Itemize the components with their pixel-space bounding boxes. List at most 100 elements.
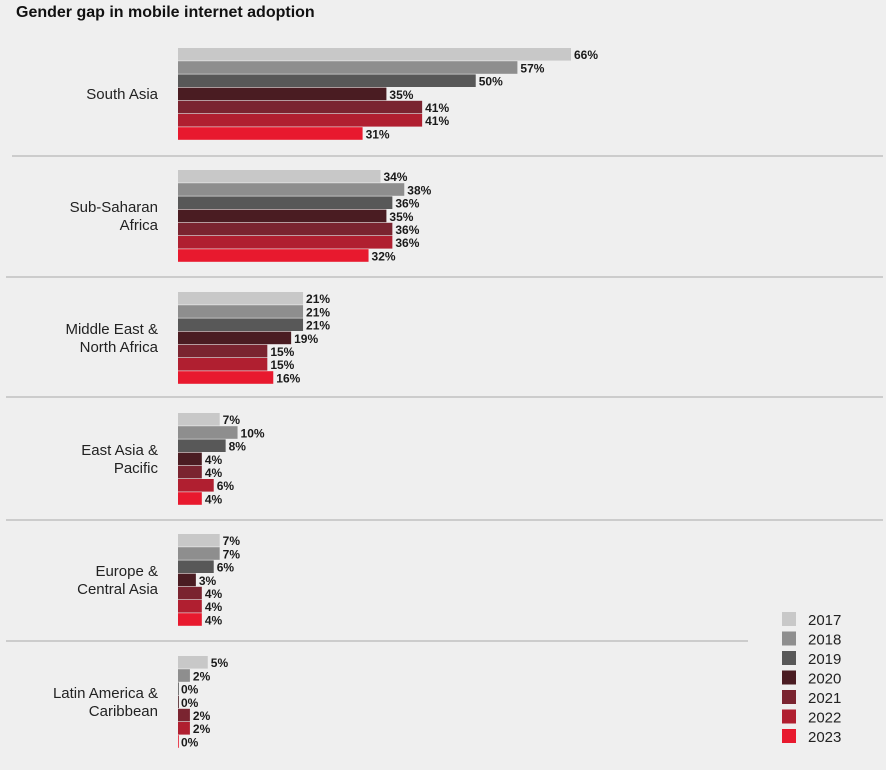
value-label: 35% <box>389 210 413 224</box>
legend-label: 2022 <box>808 710 841 727</box>
legend-swatch <box>782 690 796 704</box>
region-label: East Asia & <box>81 442 158 459</box>
value-label: 4% <box>205 587 223 601</box>
value-label: 2% <box>193 669 211 683</box>
bar <box>178 344 268 358</box>
value-label: 0% <box>181 735 199 749</box>
value-label: 35% <box>389 88 413 102</box>
value-label: 36% <box>395 197 419 211</box>
value-label: 66% <box>574 48 598 62</box>
value-label: 5% <box>211 656 229 670</box>
value-label: 7% <box>223 534 241 548</box>
value-label: 0% <box>181 683 199 697</box>
bar <box>178 656 208 669</box>
bar <box>178 114 423 127</box>
bar <box>178 439 226 452</box>
value-label: 41% <box>425 114 449 128</box>
bar <box>178 318 304 331</box>
bar <box>178 560 214 573</box>
legend-swatch <box>782 729 796 743</box>
value-label: 34% <box>383 170 407 184</box>
region-label: Central Asia <box>77 581 159 598</box>
region-label: South Asia <box>86 86 158 103</box>
legend-label: 2021 <box>808 690 841 707</box>
bar <box>178 196 393 209</box>
bar <box>178 74 476 87</box>
bar <box>178 209 387 223</box>
value-label: 38% <box>407 183 431 197</box>
chart-title: Gender gap in mobile internet adoption <box>16 4 315 21</box>
bar <box>178 305 304 318</box>
value-label: 3% <box>199 574 217 588</box>
bar <box>178 87 387 101</box>
value-label: 10% <box>241 426 265 440</box>
value-label: 2% <box>193 722 211 736</box>
bar <box>178 613 202 626</box>
value-label: 32% <box>372 249 396 263</box>
bar <box>178 371 274 384</box>
value-label: 4% <box>205 466 223 480</box>
legend-swatch <box>782 631 796 646</box>
region-label: North Africa <box>80 339 159 356</box>
region-label: Europe & <box>95 563 158 580</box>
bar <box>178 331 292 345</box>
value-label: 21% <box>306 305 330 319</box>
value-label: 21% <box>306 292 330 306</box>
value-label: 6% <box>217 561 235 575</box>
value-label: 50% <box>479 75 503 89</box>
bar <box>178 358 268 371</box>
value-label: 21% <box>306 319 330 333</box>
bar <box>178 682 179 695</box>
region-label: Middle East & <box>65 321 158 338</box>
bar <box>178 127 363 140</box>
bar <box>178 600 202 613</box>
value-label: 6% <box>217 479 235 493</box>
bar <box>178 61 518 74</box>
legend-label: 2023 <box>808 729 841 746</box>
legend-swatch <box>782 670 796 685</box>
bar <box>178 183 405 196</box>
bar <box>178 413 220 426</box>
region-label: Latin America & <box>53 685 158 702</box>
bar <box>178 479 214 492</box>
bar <box>178 170 381 183</box>
region-label: Africa <box>120 217 159 234</box>
bar <box>178 492 202 505</box>
value-label: 15% <box>270 345 294 359</box>
bar <box>178 236 393 249</box>
bar <box>178 465 202 479</box>
region-label: Sub-Saharan <box>70 199 158 216</box>
bar <box>178 249 369 262</box>
legend-label: 2017 <box>808 612 841 629</box>
bar <box>178 100 423 114</box>
value-label: 4% <box>205 492 223 506</box>
value-label: 57% <box>520 61 544 75</box>
value-label: 8% <box>229 440 247 454</box>
legend-label: 2019 <box>808 651 841 668</box>
value-label: 4% <box>205 600 223 614</box>
bar <box>178 735 179 748</box>
value-label: 31% <box>366 127 390 141</box>
bar <box>178 669 190 682</box>
bar <box>178 586 202 600</box>
value-label: 16% <box>276 371 300 385</box>
bar <box>178 534 220 547</box>
legend-label: 2018 <box>808 632 841 649</box>
bar <box>178 695 179 709</box>
legend-label: 2020 <box>808 671 841 688</box>
bar <box>178 48 571 61</box>
value-label: 15% <box>270 358 294 372</box>
value-label: 2% <box>193 709 211 723</box>
bar <box>178 708 190 722</box>
legend-swatch <box>782 709 796 724</box>
bar <box>178 547 220 560</box>
bar <box>178 292 304 305</box>
legend-swatch <box>782 651 796 665</box>
region-label: Pacific <box>114 460 159 477</box>
value-label: 4% <box>205 453 223 467</box>
bar <box>178 573 196 587</box>
value-label: 7% <box>223 413 241 427</box>
bar <box>178 452 202 466</box>
bar <box>178 722 190 735</box>
